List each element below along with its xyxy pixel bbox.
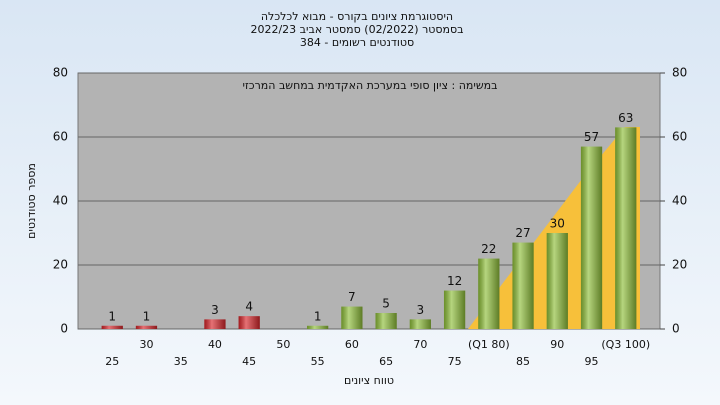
- bar-shade: [443, 290, 466, 329]
- x-tick-label: 55: [311, 355, 325, 368]
- y-tick-label: 60: [53, 130, 68, 144]
- x-tick-label: 50: [276, 338, 290, 351]
- data-label: 30: [550, 217, 565, 231]
- data-label: 7: [348, 290, 356, 304]
- y-axis-label: מספר סטודנטים: [25, 163, 38, 239]
- y-tick-label: 40: [53, 194, 68, 208]
- x-tick-label: 25: [105, 355, 119, 368]
- bar-shade: [375, 313, 397, 329]
- x-tick-label: 75: [448, 355, 462, 368]
- x-tick-label: 35: [174, 355, 188, 368]
- bar-shade: [409, 319, 431, 329]
- x-tick-label: 95: [585, 355, 599, 368]
- bar-shade: [478, 258, 500, 329]
- x-tick-label: (Q3 100): [601, 338, 650, 351]
- x-tick-label: 65: [379, 355, 393, 368]
- data-label: 12: [447, 274, 462, 288]
- data-label: 1: [143, 309, 151, 323]
- bar-shade: [341, 306, 363, 329]
- bar-shade: [580, 146, 603, 329]
- y2-tick-label: 80: [672, 66, 687, 80]
- bar-shade: [135, 325, 158, 329]
- bar-shade: [101, 325, 123, 329]
- data-label: 3: [211, 303, 219, 317]
- data-label: 4: [245, 300, 253, 314]
- x-tick-label: (Q1 80): [468, 338, 510, 351]
- bar-shade: [546, 233, 568, 329]
- y2-tick-label: 20: [672, 258, 687, 272]
- bar-shade: [615, 127, 637, 330]
- x-tick-label: 85: [516, 355, 530, 368]
- y-tick-label: 80: [53, 66, 68, 80]
- x-tick-label: 90: [550, 338, 564, 351]
- data-label: 57: [584, 130, 599, 144]
- annotation: במשימה : ציון סופי במערכת האקדמית במחשב …: [243, 79, 498, 92]
- data-label: 1: [108, 309, 116, 323]
- y-tick-label: 0: [60, 322, 68, 336]
- bar-shade: [512, 242, 534, 329]
- data-label: 63: [618, 111, 633, 125]
- chart-subtitle-2: סטודנטים רשומים - 384: [300, 36, 414, 49]
- x-axis-label: טווח ציונים: [344, 374, 394, 387]
- bar-shade: [238, 316, 260, 329]
- x-tick-label: 45: [242, 355, 256, 368]
- y2-tick-label: 0: [672, 322, 680, 336]
- x-tick-label: 30: [139, 338, 153, 351]
- y2-tick-label: 40: [672, 194, 687, 208]
- data-label: 27: [515, 226, 530, 240]
- data-label: 1: [314, 309, 322, 323]
- chart-title: היסטוגרמת ציונים בקורס - מבוא לכלכלה: [261, 10, 453, 23]
- data-label: 3: [417, 303, 425, 317]
- bar-shade: [307, 325, 329, 329]
- x-tick-label: 70: [413, 338, 427, 351]
- x-tick-label: 60: [345, 338, 359, 351]
- chart-subtitle: בסמסטר (02/2022) סמסטר אביב 2022/23: [250, 23, 463, 36]
- y-tick-label: 20: [53, 258, 68, 272]
- y2-tick-label: 60: [672, 130, 687, 144]
- x-tick-label: 40: [208, 338, 222, 351]
- data-label: 22: [481, 242, 496, 256]
- bar-shade: [204, 319, 226, 329]
- data-label: 5: [382, 297, 390, 311]
